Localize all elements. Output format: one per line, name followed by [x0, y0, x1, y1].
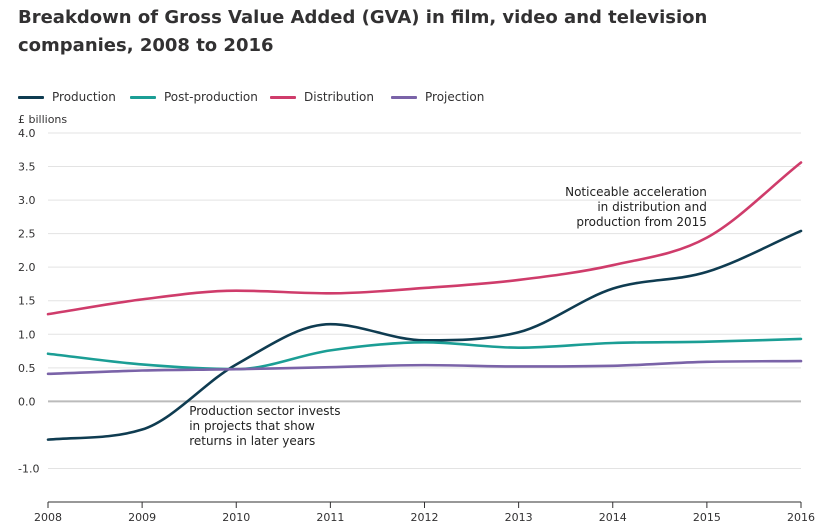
chart-title: Breakdown of Gross Value Added (GVA) in … — [18, 7, 708, 56]
x-tick-label: 2008 — [34, 511, 62, 524]
annotation-text: production from 2015 — [576, 215, 707, 229]
legend-label: Post-production — [164, 90, 258, 104]
x-tick-label: 2013 — [505, 511, 533, 524]
y-tick-label: 2.0 — [18, 261, 36, 274]
legend-item-post-production: Post-production — [130, 90, 258, 104]
x-tick-label: 2010 — [222, 511, 250, 524]
series-line-projection — [46, 359, 803, 376]
series-line-production — [46, 229, 803, 441]
legend-swatch — [130, 95, 156, 99]
y-tick-label: 0.5 — [18, 362, 36, 375]
annotation-text: in distribution and — [597, 200, 707, 214]
x-tick-label: 2016 — [787, 511, 815, 524]
annotation-text: Noticeable acceleration — [565, 185, 707, 199]
legend-swatch — [270, 95, 296, 99]
y-tick-label: 1.5 — [18, 295, 36, 308]
series-line-distribution — [46, 161, 803, 316]
y-tick-label: 4.0 — [18, 127, 36, 140]
y-tick-label: 0.0 — [18, 395, 36, 408]
legend-label: Distribution — [304, 90, 375, 104]
annotation-text: returns in later years — [189, 434, 315, 448]
annotation-text: Production sector invests — [189, 404, 340, 418]
x-tick-label: 2014 — [599, 511, 627, 524]
legend-label: Projection — [425, 90, 485, 104]
legend-item-projection: Projection — [391, 90, 484, 104]
y-axis-label: £ billions — [18, 113, 67, 126]
x-tick-label: 2015 — [693, 511, 721, 524]
legend-swatch — [18, 95, 44, 99]
series-line-post-production — [46, 337, 803, 371]
y-tick-label: 2.5 — [18, 228, 36, 241]
y-tick-label: 1.0 — [18, 328, 36, 341]
annotation-text: in projects that show — [189, 419, 315, 433]
y-tick-label: 3.0 — [18, 194, 36, 207]
legend-item-distribution: Distribution — [270, 90, 374, 104]
legend-swatch — [391, 95, 417, 99]
y-tick-label: 3.5 — [18, 161, 36, 174]
legend-item-production: Production — [18, 90, 116, 104]
legend-label: Production — [52, 90, 116, 104]
x-tick-label: 2009 — [128, 511, 156, 524]
x-tick-label: 2011 — [316, 511, 344, 524]
x-tick-label: 2012 — [411, 511, 439, 524]
y-tick-label: -1.0 — [18, 462, 39, 475]
